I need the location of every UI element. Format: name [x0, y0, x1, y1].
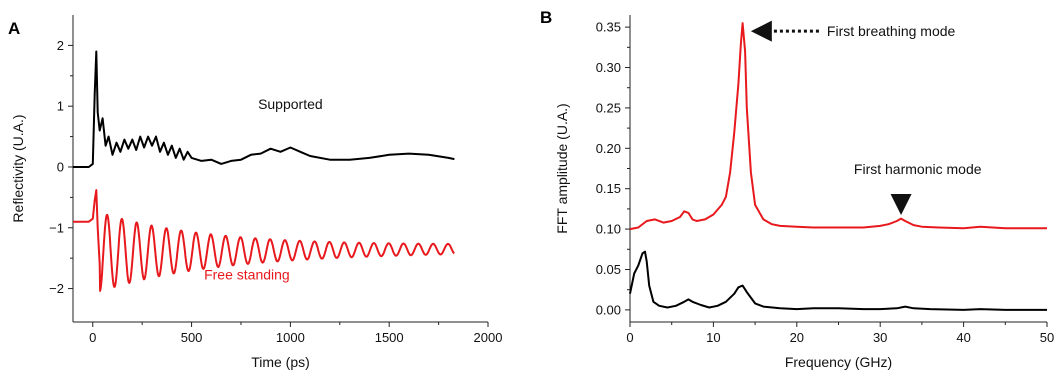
annotation-label: Supported — [258, 96, 323, 112]
annotation-label: First breathing mode — [827, 23, 956, 39]
x-axis-title: Time (ps) — [251, 354, 310, 370]
x-tick-label: 30 — [873, 330, 887, 345]
series-black-spectrum-line — [629, 250, 1047, 311]
y-tick-label: 0.05 — [596, 262, 621, 277]
x-tick-label: 2000 — [474, 330, 503, 345]
x-tick-label: 1000 — [276, 330, 305, 345]
annotation-label: Free standing — [204, 266, 290, 282]
y-tick-label: 0.20 — [596, 141, 621, 156]
x-tick-label: 0 — [626, 330, 633, 345]
panel-label: A — [8, 19, 20, 38]
x-tick-label: 0 — [89, 330, 96, 345]
y-tick-label: 0.15 — [596, 181, 621, 196]
x-tick-label: 10 — [706, 330, 720, 345]
series-red-spectrum-line — [629, 22, 1047, 231]
x-axis-title: Frequency (GHz) — [785, 354, 892, 370]
panel-b-chart: 0 10 20 30 40 50 0.00 0.05 0.10 0.15 0.20 0.25 0.30 0… — [540, 8, 1054, 370]
annotation-label: First harmonic mode — [854, 161, 982, 177]
y-tick-label: 0.00 — [596, 302, 621, 317]
y-tick-label: 0 — [57, 159, 64, 174]
x-tick-label: 50 — [1040, 330, 1054, 345]
y-axis-title: Reflectivity (U.A.) — [10, 114, 26, 222]
y-tick-label: 0.25 — [596, 100, 621, 115]
y-tick-label: 0.30 — [596, 60, 621, 75]
y-tick-label: 0.10 — [596, 222, 621, 237]
series-supported-line — [73, 50, 455, 168]
y-tick-label: −1 — [49, 220, 64, 235]
x-tick-label: 20 — [790, 330, 804, 345]
y-tick-label: 1 — [57, 99, 64, 114]
x-tick-label: 1500 — [375, 330, 404, 345]
y-tick-label: 0.35 — [596, 20, 621, 35]
x-tick-label: 500 — [181, 330, 203, 345]
y-tick-label: 2 — [57, 38, 64, 53]
panel-label: B — [540, 8, 552, 27]
y-axis-title: FFT amplitude (U.A.) — [554, 103, 570, 233]
series-free-standing-line — [73, 189, 455, 292]
x-tick-label: 40 — [956, 330, 970, 345]
panel-a-chart: 0 500 1000 1500 2000 −2 −1 0 1 2 Time (ps) Reflecti… — [8, 15, 502, 370]
y-tick-label: −2 — [49, 281, 64, 296]
